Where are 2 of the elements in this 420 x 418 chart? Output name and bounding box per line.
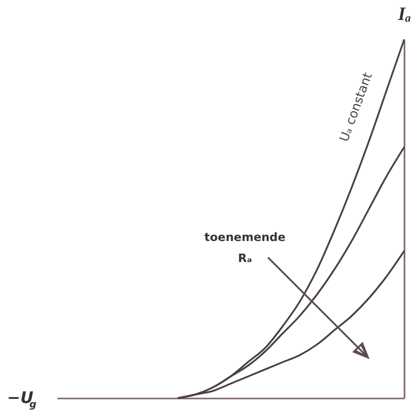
annotation: toenemende Rₐ bbox=[204, 230, 286, 265]
y-axis-title: Iₐ bbox=[397, 4, 412, 25]
